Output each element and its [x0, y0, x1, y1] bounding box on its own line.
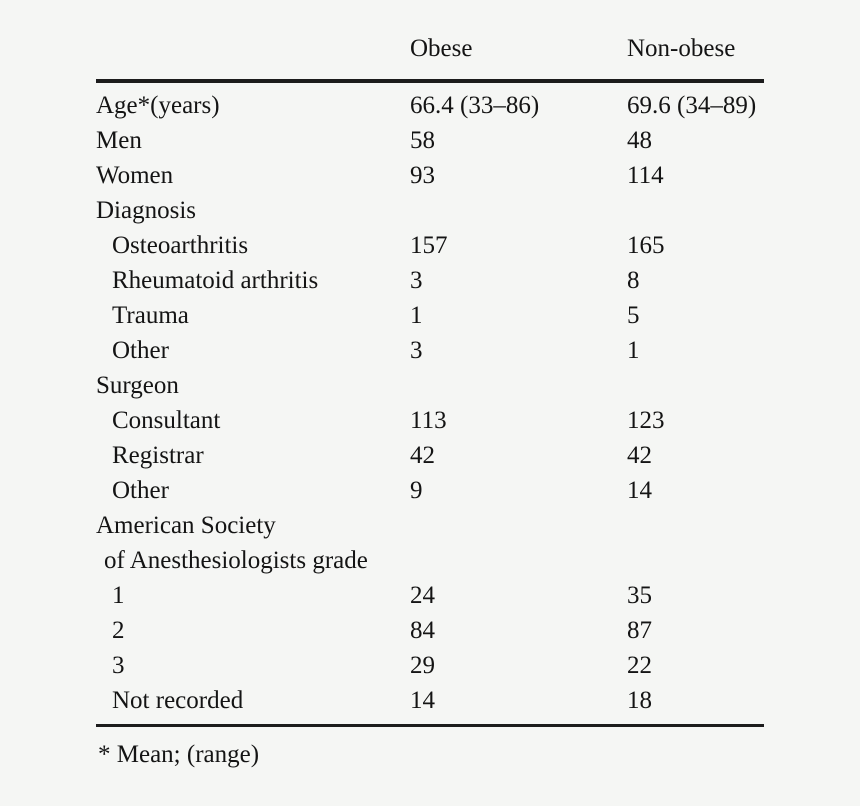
row-label: of Anesthesiologists grade	[104, 546, 368, 574]
column-header-nonobese: Non-obese	[627, 35, 736, 62]
table-row: Women 93 114	[96, 158, 764, 193]
obese-value: 93	[410, 161, 435, 189]
nonobese-value: 1	[627, 336, 640, 364]
nonobese-value: 14	[627, 476, 652, 504]
row-label: Age*(years)	[96, 91, 220, 119]
bottom-rule	[96, 724, 764, 727]
obese-value: 3	[410, 266, 423, 294]
row-label: 2	[112, 616, 125, 644]
obese-value: 1	[410, 301, 423, 329]
table-row: Surgeon	[96, 368, 764, 403]
nonobese-value: 165	[627, 231, 665, 259]
table-row: Diagnosis	[96, 193, 764, 228]
obese-value: 84	[410, 616, 435, 644]
row-label: Registrar	[112, 441, 204, 469]
top-rule	[96, 79, 764, 83]
row-label: Osteoarthritis	[112, 231, 249, 259]
row-label: American Society	[96, 511, 276, 539]
summary-table: Obese Non-obese Age*(years) 66.4 (33–86) 6…	[96, 28, 764, 769]
row-label: 3	[112, 651, 125, 679]
row-label: Other	[112, 336, 169, 364]
table-row: American Society	[96, 508, 764, 543]
table-row: Other 9 14	[96, 473, 764, 508]
nonobese-value: 22	[627, 651, 652, 679]
table-footnote: * Mean; (range)	[98, 741, 260, 768]
row-label: Diagnosis	[96, 196, 196, 224]
table-row: Consultant 113 123	[96, 403, 764, 438]
table-row: Men 58 48	[96, 123, 764, 158]
nonobese-value: 69.6 (34–89)	[627, 91, 757, 119]
table-row: Age*(years) 66.4 (33–86) 69.6 (34–89)	[96, 88, 764, 123]
column-header-obese: Obese	[410, 35, 473, 62]
row-label: Surgeon	[96, 371, 179, 399]
nonobese-value: 123	[627, 406, 665, 434]
nonobese-value: 114	[627, 161, 664, 189]
obese-value: 113	[410, 406, 447, 434]
table-row: Not recorded 14 18	[96, 683, 764, 718]
obese-value: 66.4 (33–86)	[410, 91, 540, 119]
table-row: of Anesthesiologists grade	[96, 543, 764, 578]
table-row: Rheumatoid arthritis 3 8	[96, 263, 764, 298]
row-label: Rheumatoid arthritis	[112, 266, 319, 294]
nonobese-value: 18	[627, 686, 652, 714]
table-row: Other 3 1	[96, 333, 764, 368]
table-row: 2 84 87	[96, 613, 764, 648]
row-label: 1	[112, 581, 125, 609]
nonobese-value: 87	[627, 616, 652, 644]
obese-value: 9	[410, 476, 423, 504]
nonobese-value: 48	[627, 126, 652, 154]
row-label: Men	[96, 126, 142, 154]
obese-value: 3	[410, 336, 423, 364]
obese-value: 157	[410, 231, 448, 259]
table-row: 1 24 35	[96, 578, 764, 613]
table-row: Trauma 1 5	[96, 298, 764, 333]
nonobese-value: 8	[627, 266, 640, 294]
row-label: Other	[112, 476, 169, 504]
row-label: Not recorded	[112, 686, 244, 714]
table-row: Registrar 42 42	[96, 438, 764, 473]
obese-value: 29	[410, 651, 435, 679]
table-row: Osteoarthritis 157 165	[96, 228, 764, 263]
table-body: Age*(years) 66.4 (33–86) 69.6 (34–89) Men 58…	[96, 83, 764, 724]
obese-value: 24	[410, 581, 435, 609]
obese-value: 42	[410, 441, 435, 469]
row-label: Consultant	[112, 406, 221, 434]
nonobese-value: 35	[627, 581, 652, 609]
obese-value: 14	[410, 686, 435, 714]
table-header-row: Obese Non-obese	[96, 28, 764, 79]
row-label: Trauma	[112, 301, 189, 329]
obese-value: 58	[410, 126, 435, 154]
table-row: 3 29 22	[96, 648, 764, 683]
nonobese-value: 5	[627, 301, 640, 329]
row-label: Women	[96, 161, 174, 189]
nonobese-value: 42	[627, 441, 652, 469]
